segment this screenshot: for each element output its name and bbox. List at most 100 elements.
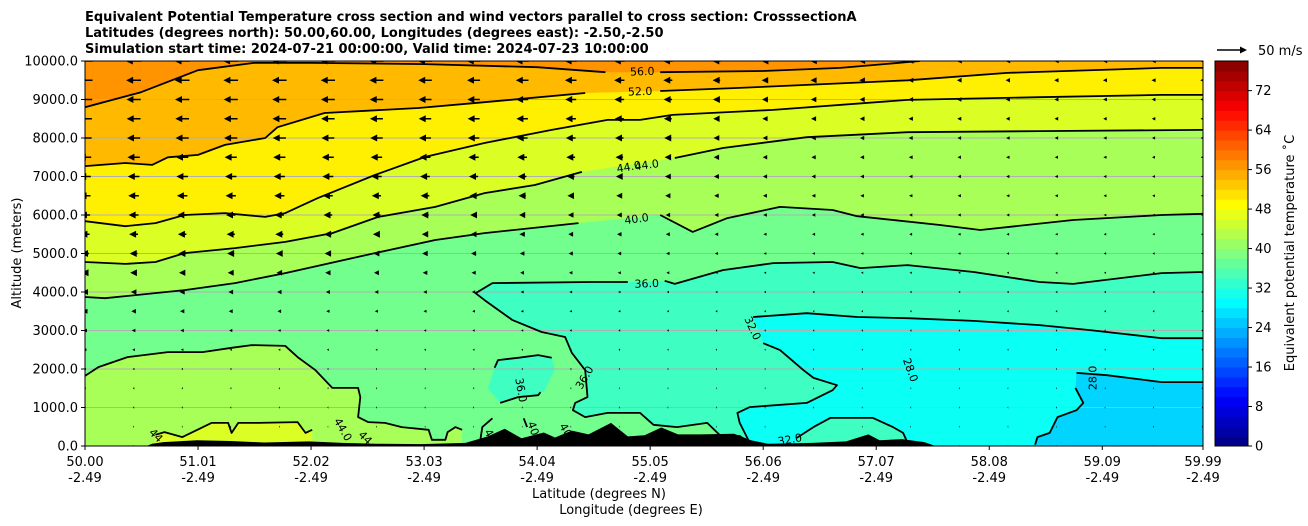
wind-arrow <box>763 232 767 236</box>
colorbar-frame <box>1214 60 1249 447</box>
wind-arrow <box>910 425 911 428</box>
colorbar-band <box>1215 386 1248 398</box>
wind-arrow <box>1007 425 1009 428</box>
wind-arrow <box>666 290 669 294</box>
wind-arrow <box>370 134 383 142</box>
wind-arrow <box>275 250 283 257</box>
wind-arrow <box>85 153 92 161</box>
wind-arrow <box>518 192 526 200</box>
wind-arrow <box>957 194 961 198</box>
colorbar-band <box>1215 139 1248 151</box>
colorbar-tick-label: 32 <box>1255 282 1272 297</box>
colorbar-band <box>1215 297 1248 309</box>
contour-line-56 <box>85 62 606 109</box>
x-tick-label-lat: 54.04 <box>519 455 556 470</box>
wind-arrow <box>419 153 431 161</box>
wind-arrow <box>369 115 383 123</box>
colorbar-tick-label: 24 <box>1255 321 1272 336</box>
wind-arrow <box>181 387 183 390</box>
y-tick-label: 5000.0 <box>33 247 79 262</box>
wind-arrow <box>1200 78 1203 82</box>
wind-arrow <box>516 96 529 103</box>
wind-arrow <box>567 212 574 218</box>
colorbar-band <box>1215 317 1248 329</box>
gridlines <box>85 99 1203 408</box>
wind-arrow <box>1055 290 1058 294</box>
wind-arrow <box>908 136 913 140</box>
colorbar-band <box>1215 248 1248 259</box>
wind-arrow <box>1200 175 1203 178</box>
wind-arrow <box>326 348 329 351</box>
x-tick-label-lat: 53.03 <box>405 455 442 470</box>
wind-arrow <box>1104 310 1106 313</box>
wind-arrow <box>570 367 572 371</box>
wind-arrow <box>566 153 576 161</box>
colorbar-tick-label: 0 <box>1255 440 1263 455</box>
contour-label: 52.0 <box>628 85 653 99</box>
wind-arrow <box>958 329 960 332</box>
wind-arrow <box>473 406 474 409</box>
wind-arrow <box>617 232 622 237</box>
wind-arrow <box>810 61 817 65</box>
colorbar-tick-label: 16 <box>1255 361 1272 376</box>
wind-arrow <box>810 77 817 84</box>
wind-arrow <box>1055 329 1058 332</box>
wind-arrow <box>565 115 576 123</box>
chart-title-line-1: Equivalent Potential Temperature cross s… <box>85 10 857 25</box>
wind-arrow <box>229 348 232 351</box>
wind-arrow <box>712 96 720 103</box>
wind-arrow <box>1151 97 1156 102</box>
wind-arrow <box>909 310 912 313</box>
wind-arrow <box>1200 98 1203 101</box>
colorbar-band <box>1215 278 1248 289</box>
wind-arrow <box>762 174 768 179</box>
wind-arrow <box>811 135 816 141</box>
wind-arrow <box>860 155 865 160</box>
y-tick-label: 6000.0 <box>33 209 79 224</box>
wind-arrow <box>327 387 329 390</box>
wind-arrow <box>663 76 673 84</box>
wind-arrow <box>763 252 767 255</box>
wind-arrow <box>811 213 816 217</box>
wind-arrow <box>1151 61 1156 64</box>
wind-arrow <box>372 211 381 219</box>
wind-arrow <box>1152 271 1155 274</box>
wind-arrow <box>517 173 527 180</box>
wind-arrow <box>230 387 232 390</box>
wind-arrow <box>615 153 624 161</box>
wind-arrow <box>272 115 287 123</box>
wind-arrow <box>1104 329 1106 332</box>
wind-arrow <box>132 348 135 352</box>
wind-arrow <box>910 367 912 371</box>
wind-arrow <box>1005 116 1010 121</box>
wind-arrow <box>812 232 816 236</box>
wind-arrow <box>422 250 428 257</box>
wind-arrow <box>1201 367 1203 371</box>
wind-arrow <box>126 76 141 84</box>
wind-arrow <box>519 251 525 256</box>
wind-arrow <box>223 115 238 123</box>
wind-arrow <box>223 76 239 84</box>
wind-arrow <box>322 173 334 180</box>
wind-arrow <box>323 211 333 219</box>
wind-arrow <box>761 77 769 84</box>
colorbar-band <box>1215 149 1248 161</box>
x-tick-label-lon: -2.49 <box>407 471 441 486</box>
wind-arrow <box>714 232 719 236</box>
colorbar-tick-label: 64 <box>1255 124 1272 139</box>
wind-arrow <box>320 61 336 65</box>
colorbar-band <box>1215 179 1248 190</box>
wind-arrow <box>375 329 378 332</box>
wind-arrow <box>861 290 863 294</box>
colorbar-tick-label: 72 <box>1255 84 1272 99</box>
wind-arrow <box>1006 252 1009 255</box>
wind-arrow <box>277 309 282 314</box>
contour-line-40 <box>85 222 579 300</box>
wind-arrow <box>909 252 912 255</box>
wind-arrow <box>418 115 432 123</box>
wind-arrow <box>813 406 814 409</box>
wind-arrow <box>369 96 384 103</box>
wind-arrow <box>763 213 767 217</box>
wind-arrow <box>226 230 235 238</box>
wind-arrow <box>181 425 183 428</box>
